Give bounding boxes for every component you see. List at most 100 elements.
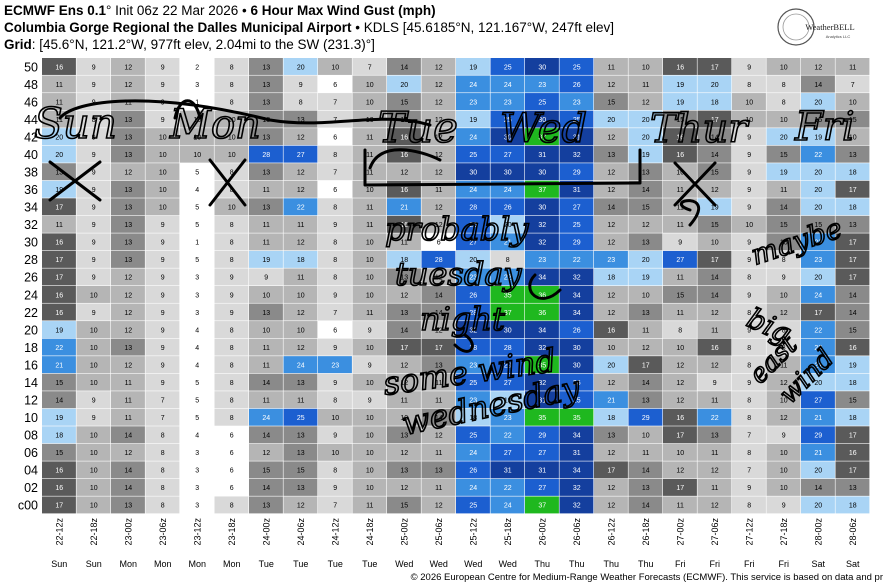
cell-value: 12 (676, 398, 684, 405)
heatmap-cell (352, 303, 387, 321)
heatmap-cell (766, 303, 801, 321)
cell-value: 17 (607, 468, 615, 475)
cell-value: 8 (782, 99, 786, 106)
cell-value: 9 (92, 187, 96, 194)
cell-value: 15 (814, 117, 822, 124)
cell-value: 4 (195, 433, 199, 440)
heatmap-cell (628, 461, 663, 479)
cell-value: 13 (297, 380, 305, 387)
heatmap-cell (145, 478, 180, 496)
cell-value: 20 (400, 82, 408, 89)
cell-value: 18 (849, 415, 857, 422)
heatmap-cell (663, 128, 697, 146)
day-label: Wed (395, 559, 413, 569)
cell-value: 8 (230, 398, 234, 405)
heatmap-cell (663, 93, 697, 111)
heatmap-cell (180, 373, 214, 391)
heatmap-cell (594, 443, 628, 461)
heatmap-cell (697, 443, 732, 461)
cell-value: 8 (161, 433, 165, 440)
y-tick-label: 14 (24, 376, 38, 390)
heatmap-cell (594, 93, 628, 111)
heatmap-cell (490, 408, 525, 426)
cell-value: 22 (814, 345, 822, 352)
cell-value: 16 (676, 64, 684, 71)
cell-value: 15 (780, 152, 788, 159)
cell-value: 11 (366, 170, 373, 177)
heatmap-cell (456, 478, 490, 496)
cell-value: 18 (55, 433, 63, 440)
heatmap-cell (559, 110, 594, 128)
x-tick-label: 23-00z (123, 518, 133, 546)
heatmap-cell (318, 250, 352, 268)
heatmap-cell (283, 496, 318, 514)
cell-value: 11 (125, 99, 132, 106)
logo-text: WeatherBELL (805, 22, 854, 32)
heatmap-cell (387, 303, 421, 321)
heatmap-cell (214, 373, 249, 391)
heatmap-cell (801, 338, 835, 356)
cell-value: 25 (538, 99, 546, 106)
cell-value: 14 (607, 205, 615, 212)
heatmap-cell (732, 356, 766, 374)
heatmap-cell (525, 93, 559, 111)
heatmap-cell (490, 461, 525, 479)
cell-value: 9 (92, 240, 96, 247)
cell-value: 26 (573, 327, 581, 334)
heatmap-cell (352, 443, 387, 461)
day-label: Sun (86, 559, 102, 569)
heatmap-cell (249, 180, 283, 198)
heatmap-cell (42, 75, 76, 93)
cell-value: 12 (124, 292, 132, 299)
heatmap-cell (456, 391, 490, 409)
heatmap-cell (214, 408, 249, 426)
heatmap-cell (180, 356, 214, 374)
cell-value: 11 (435, 485, 442, 492)
heatmap-cell (249, 478, 283, 496)
heatmap-cell (283, 128, 318, 146)
cell-value: 37 (538, 503, 546, 510)
cell-value: 27 (814, 398, 822, 405)
cell-value: 6 (333, 187, 337, 194)
init-info: ° Init 06z 22 Mar 2026 • (106, 3, 251, 18)
heatmap-cell (111, 356, 145, 374)
heatmap-cell (318, 128, 352, 146)
cell-value: 9 (161, 380, 165, 387)
heatmap-cell (559, 391, 594, 409)
cell-value: 22 (711, 415, 719, 422)
cell-value: 10 (400, 415, 408, 422)
heatmap-cell (559, 338, 594, 356)
cell-value: 20 (814, 275, 822, 282)
cell-value: 12 (400, 485, 408, 492)
heatmap-cell (697, 426, 732, 444)
day-label: Wed (499, 559, 517, 569)
heatmap-cell (180, 443, 214, 461)
heatmap-cell (318, 321, 352, 339)
heatmap-cell (76, 198, 111, 216)
heatmap-cell (663, 373, 697, 391)
heatmap-cell (283, 303, 318, 321)
cell-value: 3 (195, 485, 199, 492)
cell-value: 8 (161, 450, 165, 457)
cell-value: 13 (607, 152, 615, 159)
cell-value: 13 (400, 433, 408, 440)
cell-value: 19 (676, 82, 684, 89)
cell-value: 27 (573, 205, 581, 212)
heatmap-cell (490, 233, 525, 251)
heatmap-cell (663, 356, 697, 374)
cell-value: 21 (55, 362, 63, 369)
y-tick-label: 34 (24, 201, 38, 215)
cell-value: 12 (711, 503, 719, 510)
cell-value: 9 (333, 433, 337, 440)
cell-value: 10 (90, 450, 98, 457)
heatmap-cell (145, 268, 180, 286)
cell-value: 32 (538, 345, 546, 352)
cell-value: 13 (124, 117, 132, 124)
cell-value: 8 (782, 257, 786, 264)
heatmap-cell (732, 163, 766, 181)
cell-value: 9 (92, 152, 96, 159)
heatmap-cell (145, 338, 180, 356)
heatmap-cell (628, 373, 663, 391)
cell-value: 14 (435, 415, 443, 422)
cell-value: 8 (230, 362, 234, 369)
